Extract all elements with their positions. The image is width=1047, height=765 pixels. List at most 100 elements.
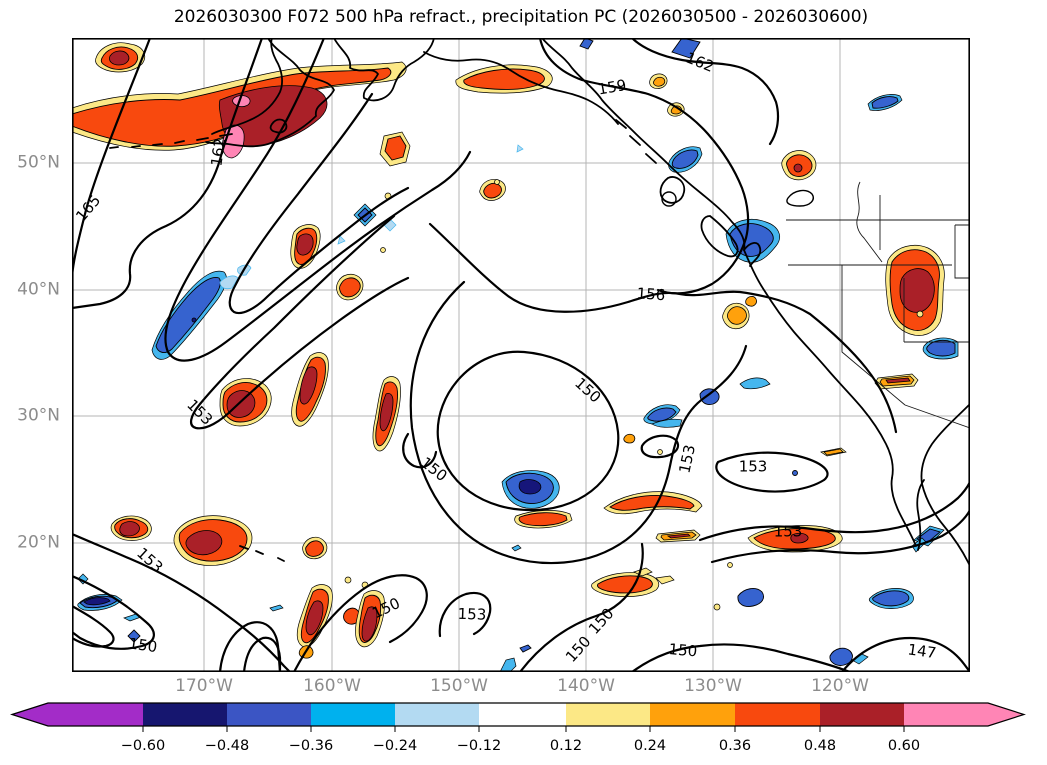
shaded-region — [829, 647, 853, 666]
contour-label: 150 — [128, 634, 159, 656]
contour-small-oval — [640, 434, 680, 459]
contour-trough-inner — [228, 92, 410, 315]
contour-159-trough — [164, 38, 472, 362]
contour-label: 150 — [668, 640, 698, 660]
contour-sw-inner — [72, 604, 115, 648]
lon-tick-label: 160°W — [303, 676, 361, 696]
contour-label: 153 — [133, 544, 166, 577]
contour-150-closed — [436, 350, 620, 512]
colorbar-tick-label: 0.24 — [634, 738, 666, 754]
colorbar-segment — [48, 703, 143, 726]
shaded-region — [793, 163, 803, 173]
shaded-region — [83, 597, 111, 606]
lat-tick-label: 50°N — [17, 152, 60, 173]
colorbar-tick-label: 0.48 — [804, 738, 836, 754]
contour-sw-link — [292, 574, 428, 672]
cook-inlet-coast — [333, 38, 435, 102]
contour-153-sw — [72, 532, 292, 672]
contour-150-outer — [409, 280, 748, 565]
shaded-region — [792, 470, 798, 476]
contour-153-eye — [715, 451, 829, 493]
shaded-region — [579, 38, 594, 50]
colorbar-tick-label: 0.36 — [719, 738, 751, 754]
contour-label: 153 — [457, 605, 486, 624]
contour-sw-chevron2 — [242, 636, 282, 672]
shaded-region — [226, 390, 256, 418]
colorbar-segment — [311, 703, 395, 726]
shaded-dot — [344, 576, 352, 584]
shaded-region — [651, 418, 683, 428]
contour-label: 162 — [207, 137, 229, 168]
shaded-region — [671, 149, 699, 169]
colorbar-segment — [395, 703, 479, 726]
lon-tick-label: 140°W — [557, 676, 615, 696]
kodiak-island — [269, 118, 288, 134]
shaded-region — [109, 50, 130, 66]
contour-150-bottom2 — [630, 643, 852, 672]
contour-150-right — [710, 508, 970, 564]
contour-label: 147 — [907, 640, 938, 662]
shaded-region — [379, 393, 394, 432]
contour-165 — [72, 38, 152, 278]
bc-west-coast — [541, 38, 746, 251]
aleutian-islands — [109, 133, 233, 149]
shaded-region — [361, 606, 378, 642]
colorbar-tick-label: 0.60 — [888, 738, 920, 754]
lon-tick-label: 120°W — [811, 676, 869, 696]
shaded-region — [926, 339, 956, 357]
shaded-dot — [713, 603, 721, 611]
gulf-of-alaska-coast — [423, 51, 619, 125]
shaded-region — [871, 96, 899, 109]
shaded-region — [623, 433, 636, 444]
shaded-region — [671, 38, 701, 59]
colorbar-segment — [227, 703, 311, 726]
shaded-region — [185, 530, 223, 556]
us-west-coast — [743, 249, 894, 479]
contour-147 — [840, 636, 970, 672]
contour-label: 150 — [562, 633, 595, 666]
shaded-region — [119, 521, 140, 537]
shaded-region — [609, 495, 695, 511]
chart-title: 2026030300 F072 500 hPa refract., precip… — [173, 7, 869, 27]
shaded-region — [737, 588, 764, 607]
shaded-region — [305, 540, 324, 557]
contour-label: 165 — [72, 191, 104, 225]
contour-153-left — [190, 214, 410, 430]
state-borders — [786, 181, 970, 429]
colorbar-segment — [904, 703, 988, 726]
contour-label: 162 — [683, 49, 716, 76]
shaded-region — [790, 532, 809, 544]
colorbar-tick-label: −0.60 — [121, 738, 165, 754]
contour-label: 153 — [675, 443, 699, 475]
shaded-region — [232, 95, 251, 108]
lon-tick-label: 170°W — [175, 676, 233, 696]
colorbar-tick-label: −0.24 — [373, 738, 417, 754]
lat-tick-label: 40°N — [17, 279, 60, 300]
colorbar-segment — [479, 703, 566, 726]
shaded-region — [305, 600, 324, 636]
height-contours — [72, 38, 970, 672]
shaded-region — [337, 235, 346, 245]
shaded-region — [739, 377, 771, 390]
alaska-coast — [205, 38, 335, 148]
shaded-dot — [494, 179, 500, 185]
shaded-region — [384, 135, 407, 161]
panhandle-islands — [615, 119, 657, 164]
shaded-dot — [380, 247, 386, 253]
colorbar-outline — [10, 702, 1026, 727]
contour-162 — [72, 38, 264, 310]
shaded-region — [155, 276, 221, 353]
colorbar-tick-label: −0.12 — [457, 738, 501, 754]
shaded-region — [653, 76, 666, 87]
hawaii-islands — [239, 545, 285, 562]
colorbar-tick-label: −0.36 — [289, 738, 333, 754]
contour-150-bottom — [518, 542, 644, 672]
contour-159-ridge — [538, 38, 750, 295]
vancouver-island — [700, 215, 739, 258]
mexico-mainland-coast — [920, 403, 970, 567]
shaded-region — [726, 306, 747, 325]
shaded-region — [511, 544, 522, 552]
shaded-region — [127, 629, 141, 643]
shaded-region — [518, 479, 542, 495]
